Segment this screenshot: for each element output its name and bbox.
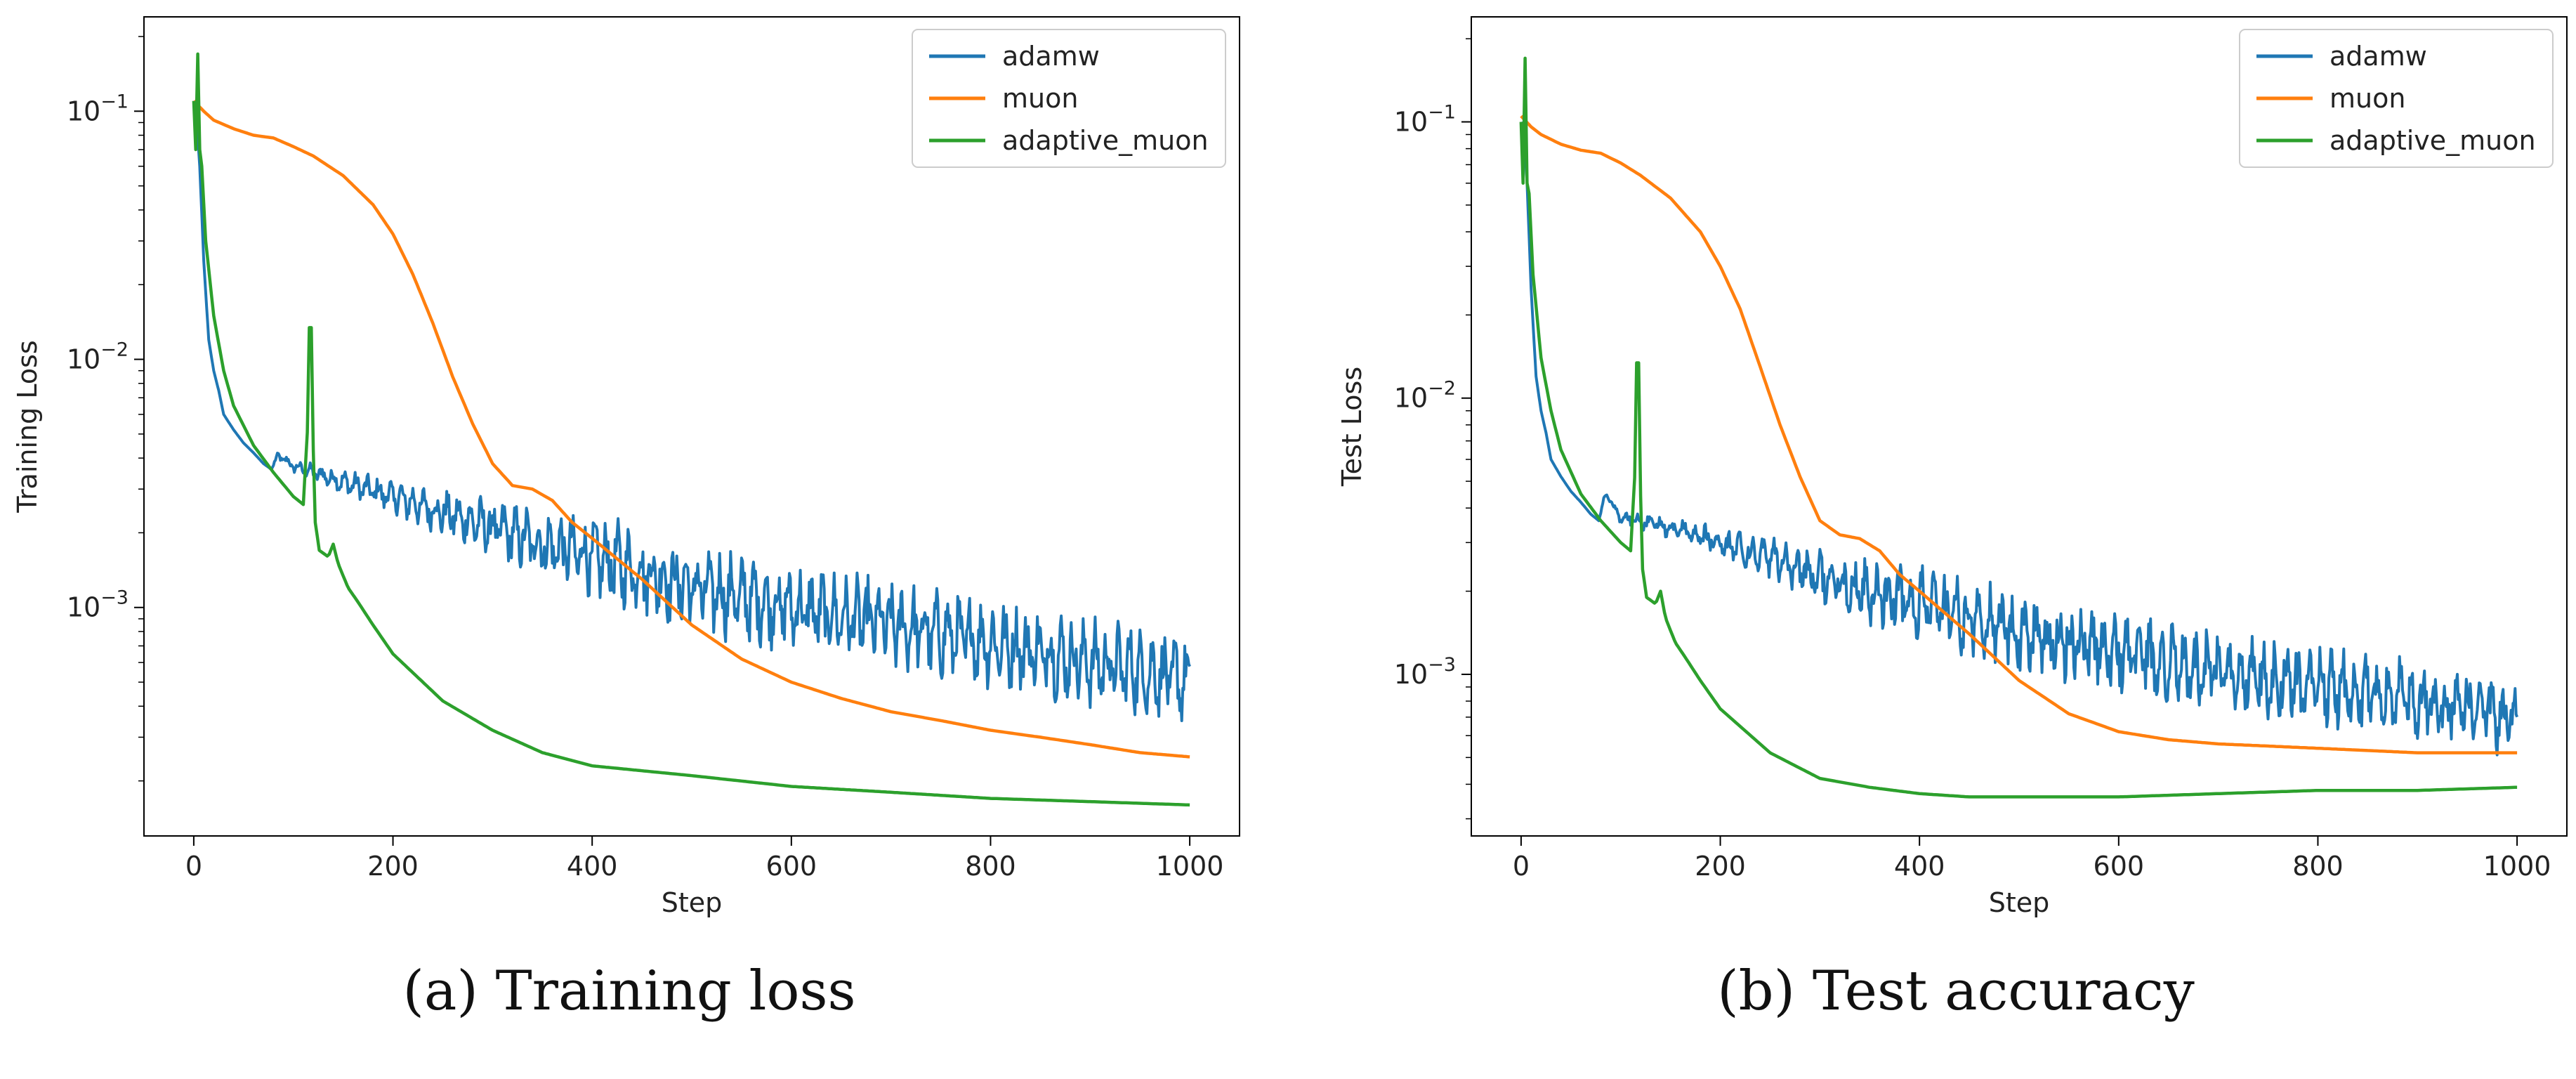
x-tick-label: 400 [567,851,618,882]
x-tick-label: 1000 [1156,851,1224,882]
caption-b: (b) Test accuracy [1717,960,2195,1023]
x-tick-label: 600 [2094,851,2145,882]
x-axis-ticks: 0 200 400 600 800 1000 [1513,836,2551,882]
y-tick-label: 10−3 [1394,654,1456,690]
legend: adamw muon adaptive_muon [2239,29,2554,168]
series-group [1519,56,2518,799]
y-tick-label: 10−3 [67,587,129,623]
x-tick-label: 400 [1894,851,1945,882]
x-axis-ticks: 0 200 400 600 800 1000 [185,836,1224,882]
y-axis-ticks: 10−3 10−2 10−1 [1394,38,1471,820]
legend-label: adamw [2329,41,2427,72]
y-tick-label: 10−2 [67,339,129,375]
legend-label: adaptive_muon [2329,125,2536,156]
y-axis-label: Test Loss [1336,367,1367,487]
x-axis-label: Step [662,887,723,918]
x-tick-label: 200 [1695,851,1746,882]
series-line-muon [1520,115,2518,754]
chart-panel-test-loss: 0 200 400 600 800 1000 10−3 10−2 10−1 Step Test… [1336,16,2568,1023]
x-tick-label: 0 [185,851,202,882]
x-tick-label: 1000 [2483,851,2551,882]
x-tick-label: 0 [1513,851,1530,882]
legend-box [2239,29,2554,168]
y-tick-label: 10−2 [1394,378,1456,414]
x-tick-label: 200 [367,851,419,882]
y-tick-label: 10−1 [67,91,129,126]
x-tick-label: 800 [965,851,1016,882]
series-line-muon [192,100,1190,759]
y-axis-ticks: 10−3 10−2 10−1 [67,36,144,782]
x-tick-label: 600 [766,851,817,882]
plot-frame [1471,16,2568,837]
caption-a: (a) Training loss [402,960,855,1023]
legend-label: muon [1002,83,1078,114]
x-tick-label: 800 [2292,851,2344,882]
legend: adamw muon adaptive_muon [912,29,1226,168]
y-axis-label: Training Loss [12,340,43,513]
x-axis-label: Step [1989,887,2050,918]
chart-panel-training-loss: 0 200 400 600 800 1000 10−3 10−2 10−1 Step Trai… [12,16,1240,1023]
y-tick-label: 10−1 [1394,102,1456,138]
legend-label: muon [2329,83,2405,114]
series-line-adaptive-muon [192,52,1190,807]
series-line-adaptive-muon [1519,56,2518,799]
series-line-adamw [1519,122,2518,757]
series-line-adamw [192,100,1191,722]
legend-label: adaptive_muon [1002,125,1209,156]
plot-frame [143,16,1240,837]
legend-label: adamw [1002,41,1100,72]
series-group [192,52,1191,807]
legend-box [912,29,1226,168]
